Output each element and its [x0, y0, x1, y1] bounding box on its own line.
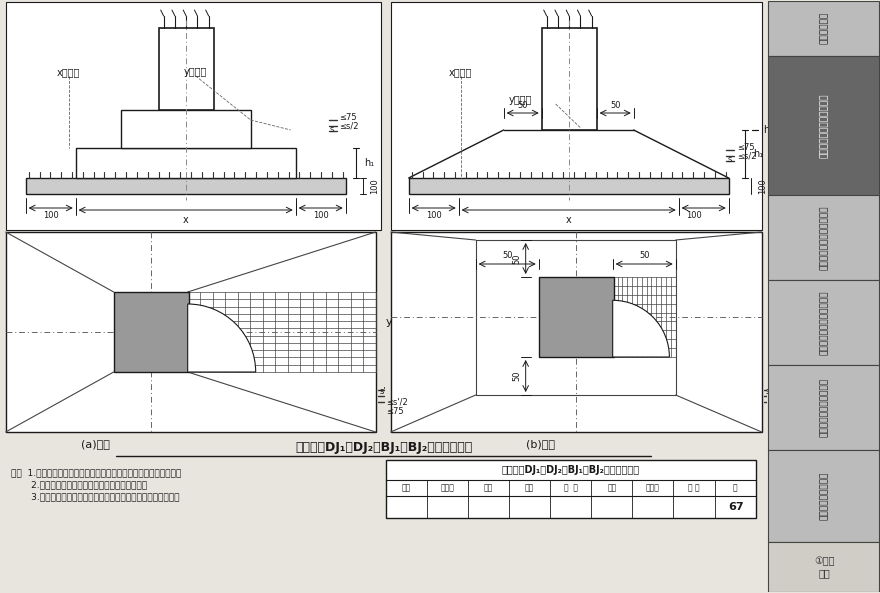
Wedge shape: [187, 304, 256, 372]
Text: 67: 67: [728, 502, 744, 512]
Text: 校对: 校对: [525, 483, 534, 493]
Bar: [114, 292, 188, 372]
Text: 100: 100: [759, 178, 767, 194]
Bar: [768, 449, 879, 542]
Text: ①叮咛
施工: ①叮咛 施工: [814, 556, 834, 578]
Text: 贯志刚: 贯志刚: [440, 483, 454, 493]
Bar: [5, 232, 376, 432]
Text: 独立基础DJ₁、DJ₂、BJ₁、BJ₂底板配筋构造: 独立基础DJ₁、DJ₂、BJ₁、BJ₂底板配筋构造: [502, 465, 640, 475]
Text: h₁: h₁: [363, 158, 374, 168]
Text: 标准独立基础标准构造详图: 标准独立基础标准构造详图: [819, 93, 829, 158]
Text: 绘图: 绘图: [484, 483, 493, 493]
Text: x向配筋: x向配筋: [57, 67, 80, 77]
Text: ≤75: ≤75: [385, 407, 403, 416]
Text: y向配筋: y向配筋: [184, 67, 208, 77]
Text: ≤75: ≤75: [339, 113, 356, 123]
Text: ≤75: ≤75: [737, 144, 754, 152]
Bar: [385, 460, 756, 518]
Text: x向配筋: x向配筋: [449, 67, 473, 77]
Text: 50: 50: [512, 253, 521, 264]
Text: 独立基础DJ₁、DJ₂、BJ₁、BJ₂底板配筋构造: 独立基础DJ₁、DJ₂、BJ₁、BJ₂底板配筋构造: [295, 442, 473, 454]
Text: 100: 100: [43, 212, 59, 221]
Text: 审核: 审核: [401, 483, 411, 493]
Text: 100: 100: [370, 178, 379, 194]
Text: 一般构造详图: 一般构造详图: [819, 12, 829, 44]
Text: 100: 100: [312, 212, 328, 221]
Bar: [768, 1, 879, 56]
Bar: [391, 2, 762, 230]
Text: ≤75: ≤75: [772, 407, 789, 416]
Text: (a)阶形: (a)阶形: [81, 439, 110, 449]
Text: ≤s'/2: ≤s'/2: [385, 397, 407, 406]
Text: h₁: h₁: [752, 149, 763, 159]
Text: ≤s/2: ≤s/2: [339, 122, 358, 130]
Text: s: s: [728, 155, 732, 164]
Bar: [768, 56, 879, 195]
Bar: [158, 28, 214, 110]
Text: x: x: [183, 215, 188, 225]
Text: ≤s/2: ≤s/2: [737, 151, 756, 161]
Bar: [542, 28, 597, 130]
Text: s': s': [766, 387, 773, 397]
Text: 设计: 设计: [607, 483, 616, 493]
Text: x: x: [566, 215, 571, 225]
Text: ≤s'/2: ≤s'/2: [772, 397, 794, 406]
Text: y: y: [772, 302, 778, 312]
Text: s': s': [379, 387, 386, 397]
Bar: [768, 195, 879, 280]
Text: 标准条形基础标准构造详图: 标准条形基础标准构造详图: [819, 205, 829, 270]
Text: 100: 100: [426, 212, 442, 221]
Bar: [539, 277, 613, 357]
Text: 标准桦基础标准构造详图: 标准桦基础标准构造详图: [819, 378, 829, 436]
Bar: [408, 178, 729, 194]
Text: 余锡光: 余锡光: [646, 483, 660, 493]
Bar: [76, 148, 296, 178]
Text: y: y: [385, 317, 392, 327]
Bar: [26, 178, 346, 194]
Text: s: s: [329, 126, 334, 135]
Bar: [391, 232, 762, 432]
Text: 标准箏形基础标准构造详图: 标准箏形基础标准构造详图: [819, 290, 829, 355]
Bar: [121, 110, 251, 148]
Text: y向配筋: y向配筋: [509, 95, 532, 105]
Text: 100: 100: [686, 212, 701, 221]
Text: 公 元: 公 元: [688, 483, 700, 493]
Text: (b)坡形: (b)坡形: [526, 439, 555, 449]
Text: h₂: h₂: [763, 125, 773, 135]
Text: 50: 50: [610, 101, 620, 110]
Bar: [768, 280, 879, 365]
Text: 注：  1.独立基础底板配筋构造适用于普通独立基础和杯口独立基础。: 注： 1.独立基础底板配筋构造适用于普通独立基础和杯口独立基础。: [11, 468, 181, 477]
Bar: [5, 2, 381, 230]
Text: 3.独立基础底板双向交叉钒筋长向设置在下，短向设置在上。: 3.独立基础底板双向交叉钒筋长向设置在下，短向设置在上。: [11, 492, 180, 501]
Bar: [768, 365, 879, 449]
Bar: [768, 542, 879, 592]
Text: 页: 页: [733, 483, 737, 493]
Wedge shape: [612, 300, 670, 357]
Text: 2.几何尺寸和配筋按具体结构设计和本图确定。: 2.几何尺寸和配筋按具体结构设计和本图确定。: [11, 480, 147, 489]
Text: 50: 50: [502, 250, 512, 260]
Text: 标准基碗相关构造图: 标准基碗相关构造图: [819, 471, 829, 520]
Text: 陈  彬: 陈 彬: [564, 483, 577, 493]
Text: 50: 50: [517, 101, 528, 110]
Text: 50: 50: [639, 250, 649, 260]
Text: 50: 50: [512, 371, 521, 381]
